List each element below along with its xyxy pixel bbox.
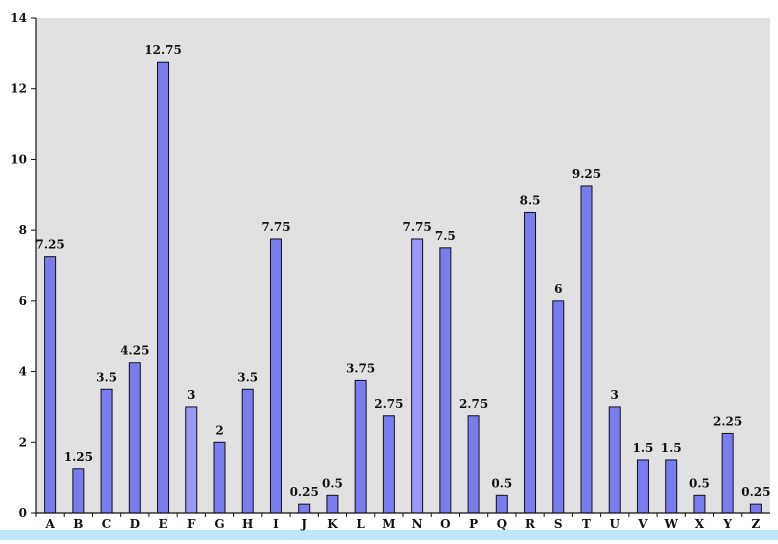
- y-tick-label: 14: [10, 11, 27, 25]
- x-tick-label: J: [300, 517, 307, 531]
- data-label: 2.25: [713, 414, 742, 428]
- data-label: 2.75: [459, 397, 488, 411]
- y-tick-label: 12: [10, 82, 27, 96]
- x-tick-label: O: [440, 517, 450, 531]
- data-label: 1.5: [661, 441, 682, 455]
- bar-i: [269, 238, 282, 514]
- x-tick-label: I: [273, 517, 279, 531]
- bar-r: [524, 211, 537, 514]
- bar-o: [439, 247, 452, 514]
- data-label: 3.75: [346, 361, 375, 375]
- bar-g: [213, 441, 226, 514]
- bar-y: [721, 432, 734, 514]
- data-label: 0.5: [322, 476, 343, 490]
- y-tick-label: 2: [19, 435, 27, 449]
- data-label: 7.75: [261, 220, 290, 234]
- data-label: 3: [611, 388, 619, 402]
- bar-s: [552, 300, 565, 514]
- data-label: 3.5: [237, 370, 258, 384]
- bar-w: [665, 459, 678, 514]
- x-tick-label: W: [663, 517, 678, 531]
- x-tick-label: U: [609, 517, 620, 531]
- data-label: 1.25: [64, 450, 93, 464]
- bar-d: [128, 362, 141, 514]
- bar-v: [636, 459, 649, 514]
- x-tick-label: P: [469, 517, 478, 531]
- bar-c: [100, 388, 113, 514]
- x-tick-label: D: [130, 517, 140, 531]
- bar-n: [411, 238, 424, 514]
- bar-l: [354, 379, 367, 514]
- data-label: 0.25: [290, 485, 319, 499]
- data-label: 0.5: [491, 476, 512, 490]
- data-label: 4.25: [120, 344, 149, 358]
- x-tick-label: F: [187, 517, 196, 531]
- x-tick-label: E: [158, 517, 167, 531]
- bar-h: [241, 388, 254, 514]
- y-tick-label: 10: [10, 152, 27, 166]
- bar-t: [580, 185, 593, 514]
- data-label: 0.25: [741, 485, 770, 499]
- y-tick-label: 6: [19, 294, 27, 308]
- data-label: 8.5: [520, 193, 541, 207]
- data-label: 9.25: [572, 167, 601, 181]
- x-tick-label: S: [554, 517, 563, 531]
- x-tick-label: T: [582, 517, 591, 531]
- bar-x: [693, 494, 706, 514]
- y-tick-label: 4: [19, 365, 27, 379]
- plot-area: [36, 18, 770, 513]
- data-label: 6: [554, 282, 562, 296]
- data-label: 2: [215, 423, 223, 437]
- x-tick-label: K: [327, 517, 338, 531]
- data-label: 3: [187, 388, 195, 402]
- x-tick-label: N: [412, 517, 423, 531]
- x-tick-label: B: [73, 517, 83, 531]
- x-tick-label: Y: [722, 517, 732, 531]
- data-label: 7.25: [36, 238, 65, 252]
- x-tick-label: V: [637, 517, 648, 531]
- x-tick-label: Q: [497, 517, 507, 531]
- data-label: 0.5: [689, 476, 710, 490]
- x-tick-label: L: [356, 517, 365, 531]
- bar-k: [326, 494, 339, 514]
- data-label: 12.75: [144, 43, 182, 57]
- data-label: 2.75: [374, 397, 403, 411]
- bar-z: [749, 503, 762, 514]
- bar-q: [495, 494, 508, 514]
- data-label: 7.5: [435, 229, 456, 243]
- bar-m: [382, 415, 395, 514]
- bottom-band: [0, 530, 778, 540]
- bar-b: [72, 468, 85, 514]
- y-tick-label: 0: [19, 506, 27, 520]
- x-tick-label: Z: [751, 517, 760, 531]
- bar-e: [157, 61, 170, 514]
- data-label: 3.5: [96, 370, 117, 384]
- x-tick-label: C: [102, 517, 112, 531]
- bar-p: [467, 415, 480, 514]
- data-label: 7.75: [403, 220, 432, 234]
- x-tick-label: M: [382, 517, 395, 531]
- x-tick-label: A: [44, 517, 55, 531]
- bar-j: [298, 503, 311, 514]
- x-tick-label: H: [242, 517, 253, 531]
- x-tick-label: X: [695, 517, 705, 531]
- y-tick-label: 8: [19, 223, 27, 237]
- x-tick-label: R: [525, 517, 536, 531]
- x-tick-label: G: [214, 517, 224, 531]
- bar-f: [185, 406, 198, 514]
- bar-u: [608, 406, 621, 514]
- bar-a: [44, 256, 57, 514]
- data-label: 1.5: [633, 441, 654, 455]
